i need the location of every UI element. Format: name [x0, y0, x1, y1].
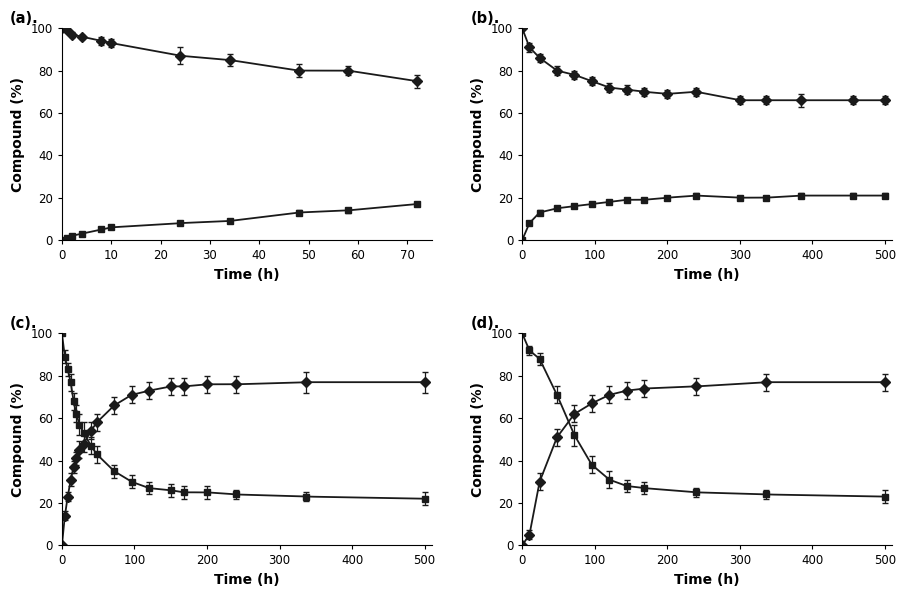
X-axis label: Time (h): Time (h) [675, 268, 740, 282]
Y-axis label: Compound (%): Compound (%) [11, 77, 25, 191]
Y-axis label: Compound (%): Compound (%) [471, 382, 486, 497]
X-axis label: Time (h): Time (h) [214, 573, 280, 587]
Y-axis label: Compound (%): Compound (%) [471, 77, 486, 191]
X-axis label: Time (h): Time (h) [675, 573, 740, 587]
Text: (b).: (b). [470, 11, 499, 26]
Text: (c).: (c). [10, 316, 37, 331]
X-axis label: Time (h): Time (h) [214, 268, 280, 282]
Y-axis label: Compound (%): Compound (%) [11, 382, 25, 497]
Text: (d).: (d). [470, 316, 499, 331]
Text: (a).: (a). [10, 11, 39, 26]
